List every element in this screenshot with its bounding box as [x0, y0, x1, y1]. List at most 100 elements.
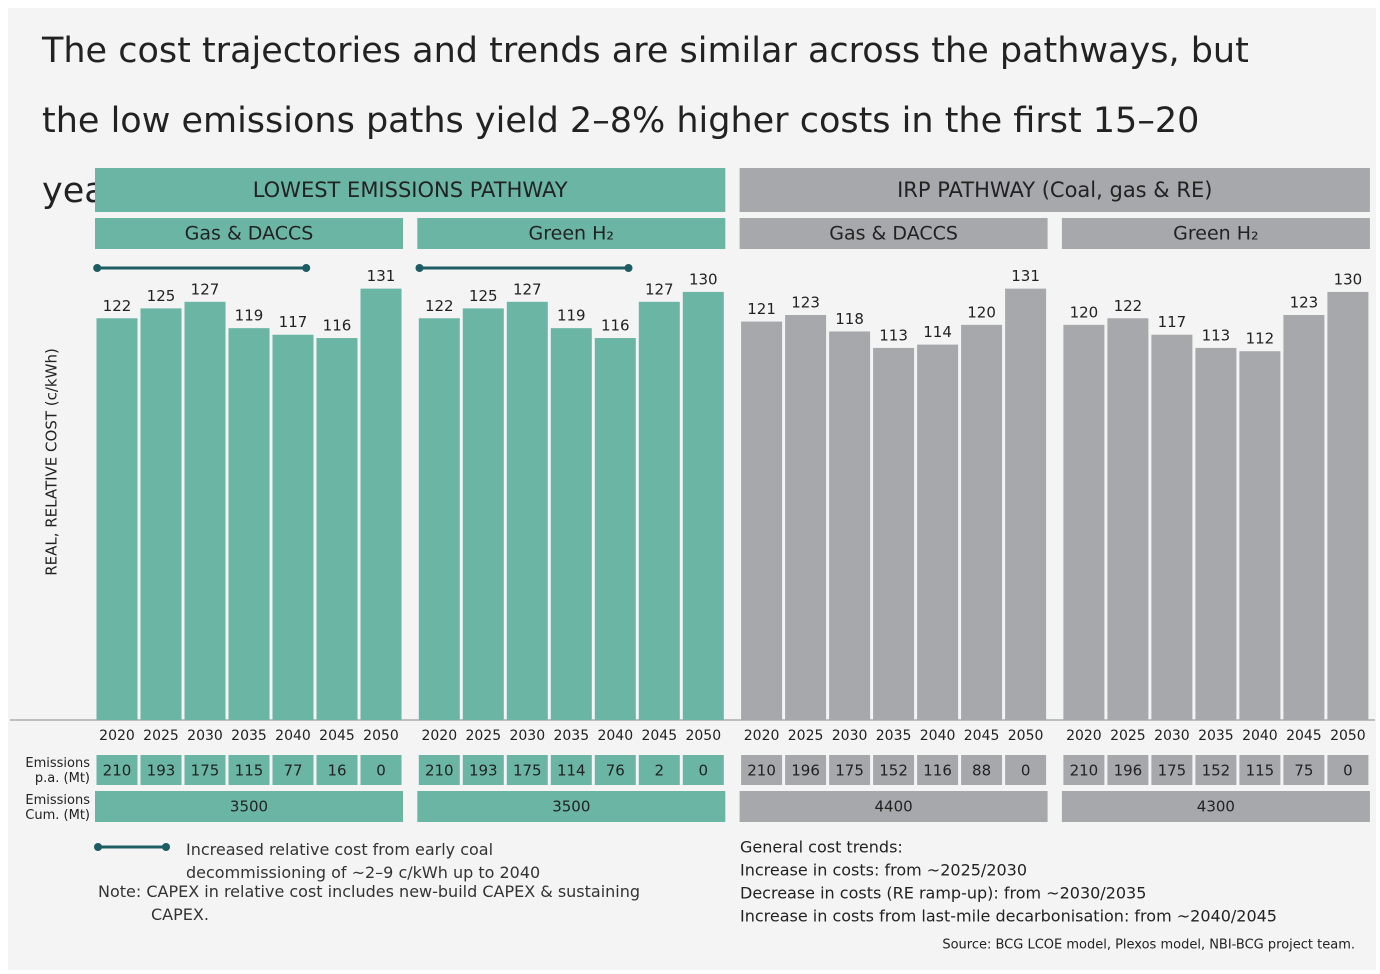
x-tick-label: 2050 [363, 728, 399, 744]
trend-line: Increase in costs from last-mile decarbo… [740, 907, 1277, 926]
bar [272, 334, 314, 720]
emission-cell [550, 755, 592, 785]
bar [1283, 314, 1325, 720]
legend-dot [94, 843, 102, 851]
x-tick-label: 2040 [1242, 728, 1278, 744]
cum-cell [1061, 791, 1370, 822]
emission-cell [506, 755, 548, 785]
panel-title: Gas & DACCS [185, 223, 314, 245]
emission-cell [917, 755, 959, 785]
emission-value: 210 [747, 762, 776, 780]
panel-header [1061, 218, 1370, 249]
x-tick-label: 2030 [187, 728, 223, 744]
cum-value: 4300 [1197, 798, 1235, 816]
bar [829, 331, 871, 720]
x-tick-label: 2035 [553, 728, 589, 744]
bracket-end [415, 264, 424, 272]
bar [1239, 351, 1281, 720]
emission-value: 196 [791, 762, 820, 780]
emission-value: 88 [972, 762, 991, 780]
panel-header [95, 218, 403, 249]
value-label: 125 [147, 287, 176, 305]
emission-value: 0 [1343, 762, 1353, 780]
trend-line: Decrease in costs (RE ramp-up): from ~20… [740, 884, 1146, 903]
emission-value: 16 [327, 762, 346, 780]
bar [418, 318, 460, 720]
x-tick-label: 2020 [1066, 728, 1102, 744]
legend-dot [162, 843, 170, 851]
x-tick-label: 2045 [641, 728, 677, 744]
emission-value: 116 [923, 762, 952, 780]
x-tick-label: 2030 [1154, 728, 1190, 744]
pathway-label: LOWEST EMISSIONS PATHWAY [253, 178, 568, 202]
x-tick-label: 2040 [920, 728, 956, 744]
value-label: 127 [191, 280, 220, 298]
value-label: 130 [1334, 270, 1363, 288]
value-label: 122 [103, 297, 132, 315]
x-tick-label: 2045 [1286, 728, 1322, 744]
value-label: 123 [1290, 293, 1319, 311]
x-tick-label: 2035 [1198, 728, 1234, 744]
emission-cell [873, 755, 915, 785]
value-label: 122 [425, 297, 454, 315]
x-tick-label: 2050 [1330, 728, 1366, 744]
x-tick-label: 2040 [597, 728, 633, 744]
bar [184, 301, 226, 720]
source: Source: BCG LCOE model, Plexos model, NB… [942, 938, 1355, 953]
emission-cell [228, 755, 270, 785]
bar [506, 301, 548, 720]
emission-value: 152 [1202, 762, 1231, 780]
value-label: 117 [279, 313, 308, 331]
bar [1151, 334, 1193, 720]
bar [1195, 347, 1237, 720]
emission-value: 0 [376, 762, 386, 780]
x-tick-label: 2040 [275, 728, 311, 744]
value-label: 117 [1158, 313, 1187, 331]
emission-cell [140, 755, 182, 785]
emission-cell [462, 755, 504, 785]
panel-header [739, 218, 1048, 249]
value-label: 113 [879, 326, 908, 344]
x-tick-label: 2020 [99, 728, 135, 744]
bar [961, 324, 1003, 720]
emission-value: 210 [1070, 762, 1099, 780]
trend-line: Increase in costs: from ~2025/2030 [740, 861, 1027, 880]
row-label: Emissions Cum. (Mt) [25, 793, 90, 823]
bar [741, 321, 783, 720]
emission-cell [594, 755, 636, 785]
emission-value: 210 [103, 762, 132, 780]
value-label: 127 [513, 280, 542, 298]
x-tick-label: 2025 [143, 728, 179, 744]
emission-value: 0 [1021, 762, 1031, 780]
emission-cell [1239, 755, 1281, 785]
emission-cell [1327, 755, 1369, 785]
bracket-end [302, 264, 311, 272]
panel-title: Gas & DACCS [829, 223, 958, 245]
emission-cell [741, 755, 783, 785]
emission-value: 175 [513, 762, 542, 780]
cum-value: 3500 [552, 798, 590, 816]
pathway-label: IRP PATHWAY (Coal, gas & RE) [897, 178, 1212, 202]
value-label: 127 [645, 280, 674, 298]
bar [228, 328, 270, 720]
bar [1063, 324, 1105, 720]
x-tick-label: 2030 [509, 728, 545, 744]
emission-value: 175 [1158, 762, 1187, 780]
pathway-header [739, 168, 1370, 212]
bracket-end [624, 264, 633, 272]
x-tick-label: 2030 [832, 728, 868, 744]
value-label: 120 [967, 303, 996, 321]
value-label: 119 [235, 307, 264, 325]
emission-cell [418, 755, 460, 785]
emission-cell [1005, 755, 1047, 785]
bar [638, 301, 680, 720]
emission-cell [961, 755, 1003, 785]
legend-text: Increased relative cost from early coal … [186, 840, 541, 882]
row-label: Emissions p.a. (Mt) [25, 756, 90, 786]
x-tick-label: 2020 [744, 728, 780, 744]
emission-cell [1283, 755, 1325, 785]
value-label: 119 [557, 307, 586, 325]
emission-value: 114 [557, 762, 586, 780]
value-label: 113 [1202, 326, 1231, 344]
cum-cell [95, 791, 403, 822]
